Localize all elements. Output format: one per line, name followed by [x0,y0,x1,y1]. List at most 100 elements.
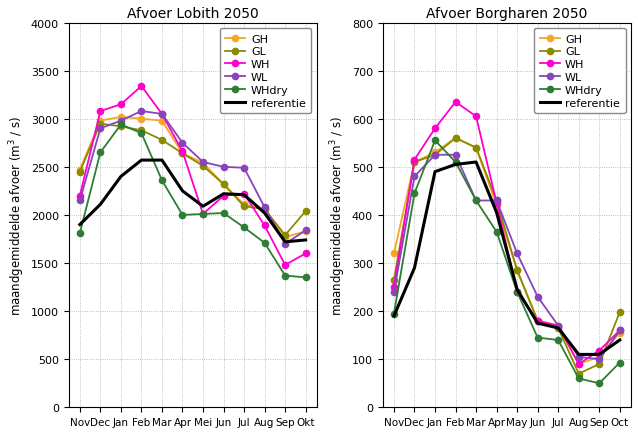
GL [431,153,439,158]
WHdry [302,275,309,280]
Line: GH: GH [77,115,309,240]
GH [76,168,84,173]
WHdry [241,225,248,230]
WHdry [472,198,480,204]
Line: WL: WL [391,152,623,362]
Line: WHdry: WHdry [77,122,309,281]
WL [472,198,480,204]
WH [76,194,84,199]
GH [575,362,582,367]
referentie [554,326,562,331]
referentie [534,321,542,326]
WH [390,285,397,290]
WH [452,100,459,105]
referentie [493,210,500,216]
GH [534,319,542,324]
GH [302,229,309,234]
WH [281,263,289,268]
GH [179,151,186,157]
WL [575,355,582,360]
WHdry [452,160,459,165]
GH [431,151,439,156]
WH [241,192,248,197]
GL [117,125,125,130]
GH [96,119,104,124]
WL [138,109,145,114]
WL [554,323,562,329]
WH [411,158,419,163]
GL [219,182,227,187]
referentie [281,240,289,245]
WL [158,112,166,117]
WL [595,357,603,362]
GL [138,128,145,134]
WHdry [534,335,542,340]
WL [76,198,84,204]
GL [595,362,603,367]
GH [158,119,166,124]
WL [241,166,248,171]
referentie [390,314,397,319]
WH [493,201,500,206]
WL [219,165,227,170]
WHdry [179,213,186,218]
Line: GL: GL [391,135,623,377]
Y-axis label: maandgemiddelde afvoer (m$^3$ / s): maandgemiddelde afvoer (m$^3$ / s) [7,115,27,315]
WH [117,102,125,108]
WHdry [616,360,623,365]
referentie [241,193,248,198]
referentie [616,338,623,343]
WL [493,198,500,204]
referentie [261,211,269,216]
referentie [76,222,84,227]
GL [390,278,397,283]
GL [261,207,269,212]
Line: WH: WH [391,99,623,367]
GH [219,182,227,187]
GL [281,233,289,238]
Y-axis label: maandgemiddelde afvoer (m$^3$ / s): maandgemiddelde afvoer (m$^3$ / s) [328,115,348,315]
WH [179,149,186,155]
referentie [452,162,459,168]
GL [514,268,521,273]
Line: GH: GH [391,135,623,367]
Line: GL: GL [77,121,309,239]
WH [575,362,582,367]
GH [472,146,480,151]
GH [390,251,397,256]
GL [472,146,480,151]
GH [117,115,125,120]
WH [431,126,439,132]
WH [96,109,104,114]
WH [554,323,562,329]
GL [158,138,166,143]
referentie [219,192,227,197]
Line: referentie: referentie [394,163,619,355]
referentie [411,266,419,271]
WL [616,328,623,333]
referentie [431,170,439,175]
referentie [179,189,186,194]
WHdry [595,381,603,386]
WHdry [219,211,227,216]
WH [261,224,269,229]
WH [302,251,309,256]
GL [302,209,309,214]
WH [138,84,145,89]
GL [199,164,207,169]
GH [554,323,562,329]
GH [616,330,623,335]
GH [199,161,207,166]
WL [281,242,289,247]
WHdry [96,151,104,156]
WHdry [199,212,207,217]
GL [76,170,84,175]
WL [390,289,397,295]
WH [158,112,166,117]
GL [96,122,104,127]
WHdry [138,131,145,136]
WH [534,319,542,324]
GL [554,326,562,331]
WHdry [431,138,439,144]
GL [179,151,186,157]
